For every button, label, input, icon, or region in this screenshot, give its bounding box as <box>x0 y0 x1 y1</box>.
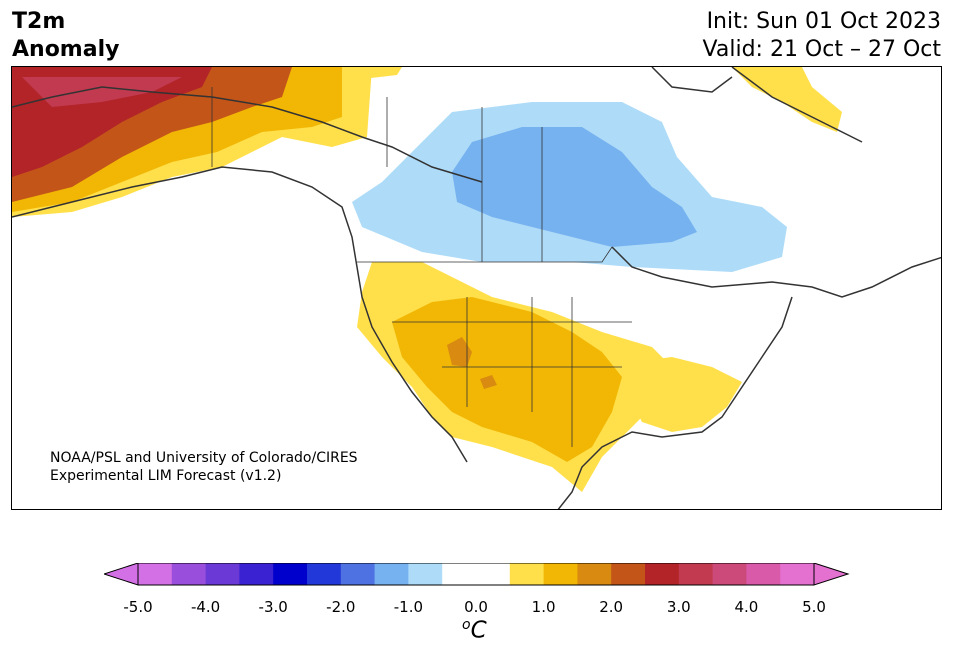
colorbar-unit: oC <box>462 617 487 644</box>
southwest-warm-spot <box>447 337 472 367</box>
title-line-2: Anomaly <box>12 37 120 62</box>
colorbar-cell <box>645 563 680 585</box>
date-info: Init: Sun 01 Oct 2023 Valid: 21 Oct – 27… <box>703 8 941 64</box>
credit-text: NOAA/PSL and University of Colorado/CIRE… <box>50 449 358 485</box>
colorbar-cell <box>239 563 274 585</box>
anomaly-map <box>12 67 941 509</box>
greenland-weak-warm <box>732 67 842 132</box>
colorbar-cell <box>273 563 308 585</box>
colorbar-cell <box>712 563 747 585</box>
borders <box>211 87 632 447</box>
colorbar-cell <box>476 563 511 585</box>
colorbar-cell <box>205 563 240 585</box>
colorbar-tick-label: -2.0 <box>326 598 356 616</box>
colorbar-cell <box>509 563 545 585</box>
colorbar-cell <box>678 563 714 585</box>
map-panel: NOAA/PSL and University of Colorado/CIRE… <box>11 66 942 510</box>
colorbar-tick-label: -4.0 <box>190 598 221 616</box>
colorbar-cell <box>408 563 443 585</box>
alaska-core <box>22 77 182 107</box>
colorbar-outline <box>137 563 815 586</box>
colorbar-tick-label: 5.0 <box>802 598 826 616</box>
title-line-1: T2m <box>12 9 66 34</box>
colorbar-tick-label: 3.0 <box>666 598 691 616</box>
colorbar-tick-label: 2.0 <box>599 598 624 616</box>
southeast-weak-warm <box>627 357 742 432</box>
credit-line-2: Experimental LIM Forecast (v1.2) <box>50 468 282 484</box>
colorbar-cell <box>138 563 173 585</box>
colorbar-cell <box>340 563 376 585</box>
unit-degree: o <box>462 617 471 633</box>
colorbar-cell <box>746 563 781 585</box>
colorbar-cell <box>611 563 646 585</box>
southwest-warm-spot-2 <box>480 375 497 389</box>
coastlines <box>12 67 941 509</box>
colorbar-tick-label: 4.0 <box>734 598 759 616</box>
colorbar <box>104 563 850 586</box>
valid-range: Valid: 21 Oct – 27 Oct <box>702 37 941 62</box>
colorbar-cell <box>374 563 409 585</box>
arctic-weak-warm <box>342 67 402 79</box>
colorbar-extend-max <box>813 563 850 586</box>
credit-line-1: NOAA/PSL and University of Colorado/CIRE… <box>50 450 358 466</box>
map-title: T2m Anomaly <box>12 8 119 64</box>
colorbar-cell <box>780 563 815 585</box>
colorbar-tick-label: 0.0 <box>464 598 488 616</box>
colorbar-cell <box>307 563 342 585</box>
init-date: Init: Sun 01 Oct 2023 <box>706 9 941 34</box>
colorbar-tick-label: 1.0 <box>531 598 556 616</box>
unit-letter: C <box>470 617 487 644</box>
colorbar-cells <box>138 563 815 585</box>
colorbar-cell <box>543 563 578 585</box>
colorbar-cell <box>442 563 477 585</box>
colorbar-tick-label: -3.0 <box>258 598 288 616</box>
colorbar-tick-label: -5.0 <box>123 598 153 616</box>
southwest-moderate-warm <box>392 297 622 462</box>
colorbar-tick-label: -1.0 <box>393 598 424 616</box>
colorbar-extend-min <box>104 563 139 586</box>
colorbar-cell <box>171 563 207 585</box>
canada-moderate-cold <box>452 127 697 247</box>
colorbar-cell <box>577 563 612 585</box>
